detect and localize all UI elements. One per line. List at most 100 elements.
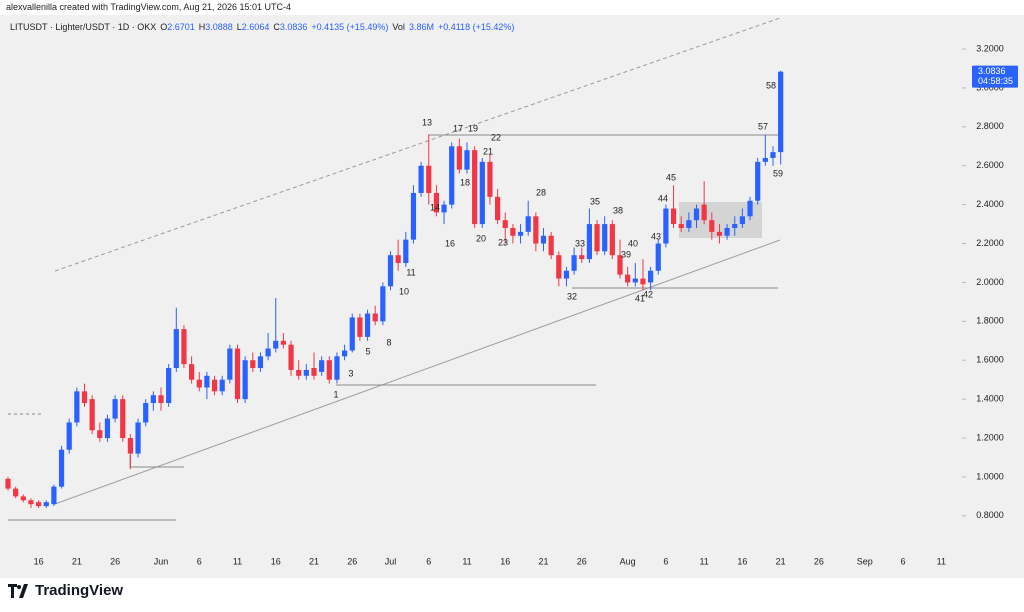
x-tick-label: 26 [347,556,357,566]
candle-body [28,500,34,505]
candle-body [173,329,179,369]
candle-body [288,344,294,370]
y-tick-label: 3.2000 [976,43,1004,53]
annotation: 16 [445,238,455,248]
candle-body [303,369,309,376]
credit: alexvallenilla created with TradingView.… [6,2,291,12]
candle-body [755,161,761,201]
annotation: 11 [406,267,415,277]
candle-body [5,478,11,489]
annotation: 35 [590,196,600,206]
annotation: 59 [773,168,783,178]
candle-body [257,356,264,369]
candle-body [487,161,493,197]
candle-body [311,368,317,376]
y-tick-label: 2.4000 [976,199,1004,209]
candle-body [380,286,386,322]
candle-body [234,348,241,400]
candle-body [273,340,279,349]
candle-body [686,220,692,228]
candle-body [449,146,455,205]
candle-body [609,224,615,256]
candle-body [242,360,248,400]
candle-body [525,216,531,232]
annotation: 38 [613,205,623,215]
candle-body [548,235,554,256]
candle-body [517,231,524,236]
volume: 3.86M [408,22,434,32]
x-tick-label: 6 [197,556,202,566]
candle-body [701,204,707,221]
channel-line [54,17,781,272]
annotation: 18 [460,177,470,187]
candle-body [594,224,600,252]
candle-body [533,216,539,244]
candle-body [472,150,478,225]
candle-body [150,395,156,404]
candle-body [747,200,753,217]
candle-body [403,239,409,263]
candles [5,70,784,509]
candle-body [426,165,432,193]
candle-body [250,360,256,369]
candle-body [219,379,225,392]
candle-body [464,150,470,170]
annotation: 17 [453,123,463,133]
y-tick-label: 1.2000 [976,432,1004,442]
candle-body [663,208,669,244]
last-price-label: 3.0836 [978,66,1006,76]
candle-body [181,329,187,365]
field-value: 2.6701 [167,22,195,32]
field-label: C [273,22,280,32]
annotation: 19 [468,123,478,133]
candle-body [648,270,654,283]
annotation: 44 [658,193,668,203]
annotation: 8 [386,337,391,347]
x-tick-label: 6 [901,556,906,566]
candle-body [280,340,286,345]
candle-body [571,255,577,271]
annotation: 57 [758,121,768,131]
y-tick-label: 2.8000 [976,121,1004,131]
change: +0.4135 (+15.49%) [311,22,389,32]
candle-body [211,379,218,392]
annotation: 23 [498,237,508,247]
x-tick-label: 21 [72,556,82,566]
candle-body [732,224,738,228]
candle-body [479,161,485,225]
candle-body [357,317,363,337]
candle-body [709,220,715,232]
candle-body [319,360,325,372]
candle-body [640,278,646,285]
candle-body [143,403,149,423]
candle-body [89,399,95,431]
candle-body [670,208,677,225]
candle-body [158,395,164,404]
x-tick-label: 11 [233,556,242,566]
x-tick-label: 21 [776,556,786,566]
ohlc-field: H3.0888 [199,22,233,32]
annotation: 39 [621,249,631,259]
x-tick-label: 11 [937,556,946,566]
candle-body [716,231,723,236]
candle-body [189,364,195,380]
candle-body [51,486,57,505]
annotation: 28 [536,187,546,197]
candle-body [204,375,210,388]
brand-name: TradingView [35,582,124,599]
x-tick-label: 16 [34,556,44,566]
brand-logo [8,583,28,598]
candle-body [342,350,348,357]
field-value: 3.0836 [279,22,308,32]
candle-body [227,348,233,380]
candle-body [655,243,661,271]
candle-body [196,379,202,388]
y-tick-label: 1.6000 [976,355,1004,365]
x-tick-label: Jul [385,556,397,566]
y-tick-label: 0.8000 [976,510,1004,520]
footer [0,578,1024,612]
candle-body [372,313,378,322]
annotation: 14 [430,202,440,212]
